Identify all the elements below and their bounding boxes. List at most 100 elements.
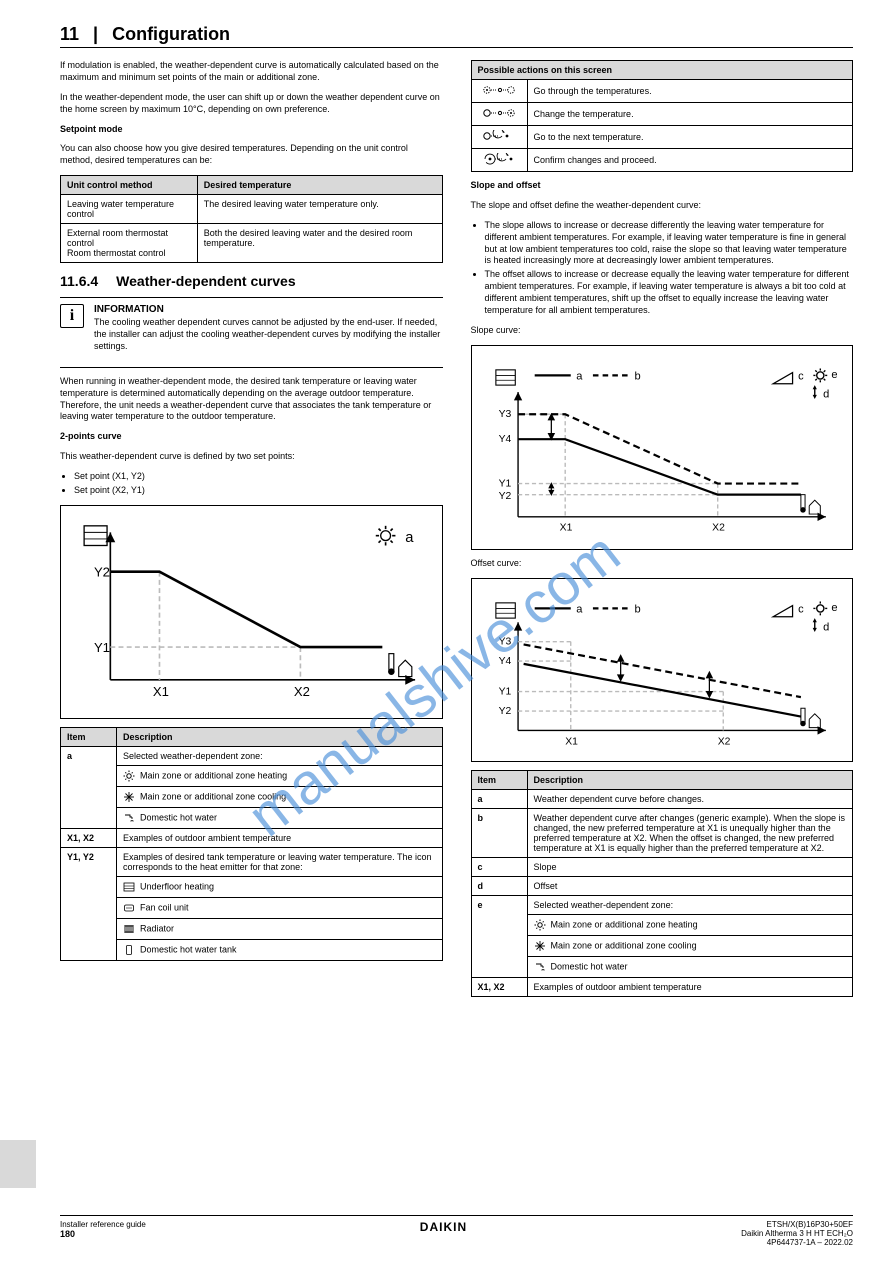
svg-text:Y1: Y1 — [498, 478, 511, 489]
emitter-icon — [84, 526, 107, 546]
svg-text:Y2: Y2 — [498, 490, 511, 501]
chart-slope: a b c e d — [471, 345, 854, 550]
tank-icon — [123, 944, 135, 956]
ufh-icon — [123, 881, 135, 893]
svg-text:Y3: Y3 — [498, 636, 511, 647]
footer-r1: ETSH/X(B)16P30+50EF — [741, 1220, 853, 1229]
svg-text:e: e — [831, 602, 837, 614]
item-x1x2-text: Examples of outdoor ambient temperature — [117, 829, 443, 848]
radiator-icon — [123, 923, 135, 935]
sun-icon — [376, 526, 396, 546]
slope-body: The slope and offset define the weather-… — [471, 200, 854, 212]
twopoint-body: This weather-dependent curve is defined … — [60, 451, 443, 463]
intro-p1: If modulation is enabled, the weather-de… — [60, 60, 443, 84]
fcu-icon — [123, 902, 135, 914]
item-tank: Domestic hot water tank — [117, 940, 443, 961]
svg-text:X1: X1 — [565, 736, 578, 747]
lbl-y2: Y2 — [94, 564, 110, 579]
slope-title: Slope and offset — [471, 180, 854, 192]
footer: Installer reference guide 180 DAIKIN ETS… — [60, 1215, 853, 1247]
sun-icon — [534, 919, 546, 931]
twopoint-bullets: Set point (X1, Y2) Set point (X2, Y1) — [60, 471, 443, 497]
chart-2point: a Y2 Y1 X1 X2 — [60, 505, 443, 720]
page-tab — [0, 1140, 36, 1188]
item-a-text: Selected weather-dependent zone: — [117, 747, 443, 766]
items-table: Item Description a Selected weather-depe… — [60, 727, 443, 961]
item-a: a — [61, 747, 117, 829]
snowflake-icon — [534, 940, 546, 952]
action-icon-nav — [471, 80, 527, 103]
idt-c-t: Slope — [527, 858, 853, 877]
idt-dhw: Domestic hot water — [527, 957, 853, 978]
setpoint-th-b: Desired temperature — [197, 176, 442, 195]
dial-updown-icon — [482, 107, 516, 119]
sun-icon — [123, 770, 135, 782]
items-th-a: Item — [61, 728, 117, 747]
item-sun: Main zone or additional zone heating — [117, 766, 443, 787]
setpoint-title: Setpoint mode — [60, 124, 443, 136]
svg-text:c: c — [798, 603, 804, 615]
svg-text:d: d — [823, 621, 829, 633]
leg-e1: e — [831, 369, 837, 381]
setpoint-r1-b: Both the desired leaving water and the d… — [197, 224, 442, 263]
idt-sun: Main zone or additional zone heating — [527, 915, 853, 936]
sun-icon — [813, 601, 827, 615]
setpoint-r0-a: Leaving water temperature control — [61, 195, 198, 224]
setpoint-th-a: Unit control method — [61, 176, 198, 195]
label-a: a — [405, 530, 414, 546]
chart3-caption: Offset curve: — [471, 558, 854, 570]
emitter-icon — [495, 603, 514, 618]
item-dhw: Domestic hot water — [117, 808, 443, 829]
item-snow: Main zone or additional zone cooling — [117, 787, 443, 808]
action-icon-confirm — [471, 149, 527, 172]
intro-p2: In the weather-dependent mode, the user … — [60, 92, 443, 116]
tp-b1: Set point (X2, Y1) — [74, 485, 443, 497]
emitter-icon — [495, 369, 514, 384]
sec-11-6-4: 11.6.4 Weather-dependent curves — [60, 273, 443, 289]
idt-d: d — [471, 877, 527, 896]
info-icon: i — [60, 304, 84, 328]
item-rad: Radiator — [117, 919, 443, 940]
item-desc-table: Item Description aWeather dependent curv… — [471, 770, 854, 997]
offset-arrows-icon — [812, 385, 816, 399]
info-body: The cooling weather dependent curves can… — [94, 317, 443, 353]
action-nav-text: Go through the temperatures. — [527, 80, 853, 103]
lbl-x1: X1 — [153, 684, 169, 699]
action-icon-change — [471, 103, 527, 126]
idt-th-a: Item — [471, 771, 527, 790]
dial-lr-icon — [482, 84, 516, 96]
lbl-y1: Y1 — [94, 640, 110, 655]
svg-text:b: b — [634, 603, 640, 615]
idt-e: e — [471, 896, 527, 978]
action-change-text: Change the temperature. — [527, 103, 853, 126]
leg-b: b — [634, 370, 640, 382]
svg-text:X1: X1 — [559, 522, 572, 533]
idt-a: a — [471, 790, 527, 809]
svg-text:X2: X2 — [712, 522, 725, 533]
actions-table: Possible actions on this screen Go throu… — [471, 60, 854, 172]
action-next-text: Go to the next temperature. — [527, 126, 853, 149]
idt-e-t: Selected weather-dependent zone: — [527, 896, 853, 915]
items-th-b: Description — [117, 728, 443, 747]
lbl-x2: X2 — [294, 684, 310, 699]
idt-a-t: Weather dependent curve before changes. — [527, 790, 853, 809]
idt-d-t: Offset — [527, 877, 853, 896]
sun-icon — [813, 368, 827, 382]
svg-text:Y4: Y4 — [498, 434, 511, 445]
tap-icon — [123, 812, 135, 824]
action-icon-next — [471, 126, 527, 149]
footer-page-num: 180 — [60, 1229, 75, 1239]
idt-c: c — [471, 858, 527, 877]
idt-b-t: Weather dependent curve after changes (g… — [527, 809, 853, 858]
content-columns: If modulation is enabled, the weather-de… — [60, 60, 853, 997]
setpoint-r0-b: The desired leaving water temperature on… — [197, 195, 442, 224]
header-number: 11 — [60, 24, 79, 45]
chart2-caption: Slope curve: — [471, 325, 854, 337]
setpoint-body: You can also choose how you give desired… — [60, 143, 443, 167]
tap-icon — [534, 961, 546, 973]
tp-b0: Set point (X1, Y2) — [74, 471, 443, 483]
header-title: Configuration — [112, 24, 230, 45]
sec-num: 11.6.4 — [60, 273, 98, 289]
footer-brand: DAIKIN — [420, 1220, 467, 1234]
page: 11 | Configuration If modulation is enab… — [0, 0, 893, 1263]
